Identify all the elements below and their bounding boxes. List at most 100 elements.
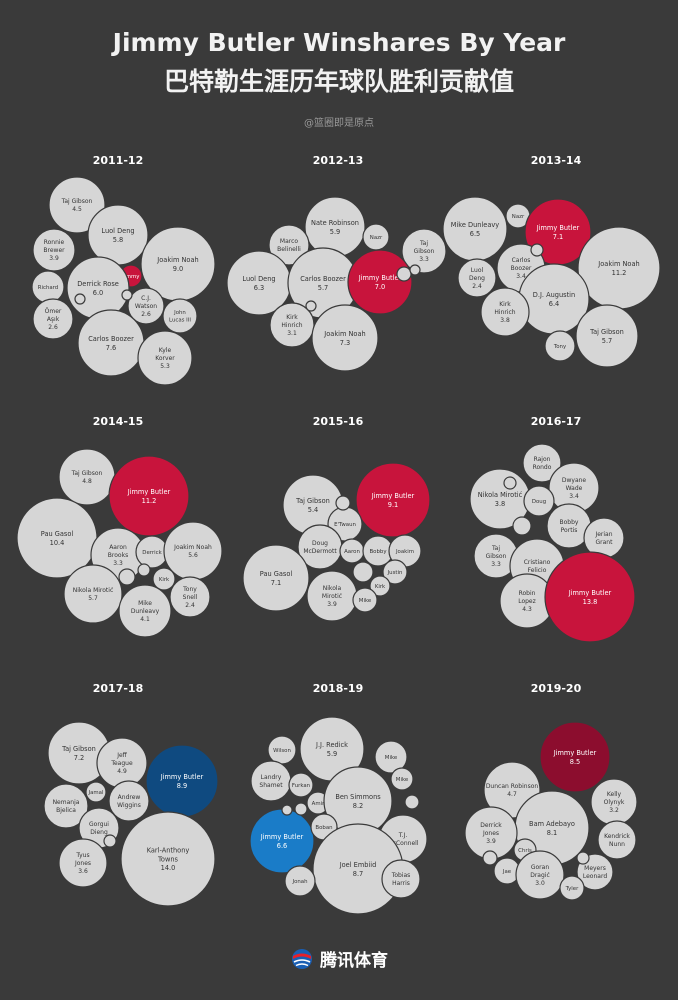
title-chinese: 巴特勒生涯历年球队胜利贡献值 [163,67,514,96]
player-bubble [515,850,565,900]
player-bubble [390,767,414,791]
winshare-value-label: 3.4 [569,493,579,500]
player-name-label: Nunn [609,841,625,848]
season-label: 2011-12 [93,154,144,167]
player-name-label: Rajon [534,456,551,463]
player-name-label: Kirk [499,301,511,308]
player-name-label: Goran [531,864,549,871]
player-name-label: Kirk [286,314,298,321]
player-bubble [137,563,151,577]
player-bubble [32,228,76,272]
winshare-value-label: 4.3 [522,606,532,613]
player-name-label: Snell [183,594,198,601]
tencent-sports-ball-icon [292,948,312,969]
player-bubble [269,302,315,348]
player-name-label: Gibson [414,248,435,255]
player-bubble [522,443,562,483]
player-name-label: Brooks [108,552,128,559]
player-name-label: Derrick [480,822,502,829]
player-name-label: J.J. Redick [315,741,348,749]
player-bubble [381,859,421,899]
winshare-value-label: 13.8 [583,598,598,606]
player-name-label: Tyler [565,886,579,892]
player-name-label: Andrew [118,794,141,801]
winshare-value-label: 5.9 [327,750,338,758]
player-bubble [74,293,86,305]
winshare-value-label: 4.8 [82,478,92,485]
player-bubble [457,258,497,298]
player-name-label: Nikola Mirotić [73,587,114,594]
player-name-label: Jimmy Butler [160,773,204,781]
winshare-value-label: 10.4 [50,539,65,547]
winshare-value-label: 8.7 [353,870,364,878]
player-name-label: Kendrick [604,833,630,840]
player-bubble [169,576,211,618]
player-bubble [480,287,530,337]
player-bubble [404,794,420,810]
player-name-label: Kelly [607,791,622,798]
player-bubble [396,266,412,282]
winshare-value-label: 7.3 [340,339,351,347]
player-bubble [43,783,89,829]
player-name-label: Joel Embiid [339,861,377,869]
player-name-label: Chris [518,848,532,854]
player-bubble [382,559,408,585]
winshare-value-label: 3.0 [535,880,545,887]
winshare-value-label: 2.6 [141,311,151,318]
winshare-value-label: 4.9 [117,768,127,775]
player-name-label: Joakim Noah [173,544,212,551]
winshare-value-label: 3.2 [609,807,619,814]
player-name-label: Mike [385,755,398,761]
player-name-label: Ben Simmons [335,793,381,801]
player-name-label: Nikola [323,585,342,592]
winshare-value-label: 5.7 [602,337,613,345]
player-bubble [118,568,136,586]
player-name-label: McDermott [303,548,337,555]
player-name-label: Hinrich [281,322,302,329]
player-bubble [482,850,498,866]
player-name-label: Bam Adebayo [529,820,575,828]
player-bubble [401,228,447,274]
player-name-label: Joakim Noah [323,330,365,338]
player-bubble [288,772,314,798]
player-name-label: Tobias [391,872,411,879]
player-bubble [152,567,176,591]
winshare-value-label: 9.1 [388,501,399,509]
player-name-label: Korver [155,355,175,362]
player-name-label: Mike [138,600,152,607]
player-name-label: Luol [471,267,484,274]
player-bubble [284,865,316,897]
player-name-label: Jones [482,830,499,837]
player-name-label: Shamet [259,782,283,789]
player-name-label: Joakim [395,549,414,555]
winshare-value-label: 6.3 [254,284,265,292]
player-name-label: Gorgui [89,821,109,828]
player-bubble [85,781,107,803]
player-bubble [118,584,172,638]
player-bubble [335,495,351,511]
player-name-label: Taj Gibson [61,198,93,205]
player-bubble [503,476,517,490]
player-name-label: Taj [491,545,500,552]
player-name-label: Leonard [583,873,607,880]
player-bubble [559,875,585,901]
player-bubble [120,811,216,907]
player-name-label: Robin [519,590,536,597]
winshare-value-label: 4.1 [140,616,150,623]
player-bubble [352,587,378,613]
player-name-label: Olynyk [604,799,625,806]
player-bubble [352,561,374,583]
player-bubble [162,298,198,334]
player-bubble [281,804,293,816]
player-name-label: Taj Gibson [295,497,330,505]
winshare-value-label: 11.2 [142,497,157,505]
player-name-label: Rondo [533,464,552,471]
player-name-label: Carlos Boozer [300,275,346,283]
player-name-label: Watson [135,303,157,310]
player-bubble [409,264,421,276]
